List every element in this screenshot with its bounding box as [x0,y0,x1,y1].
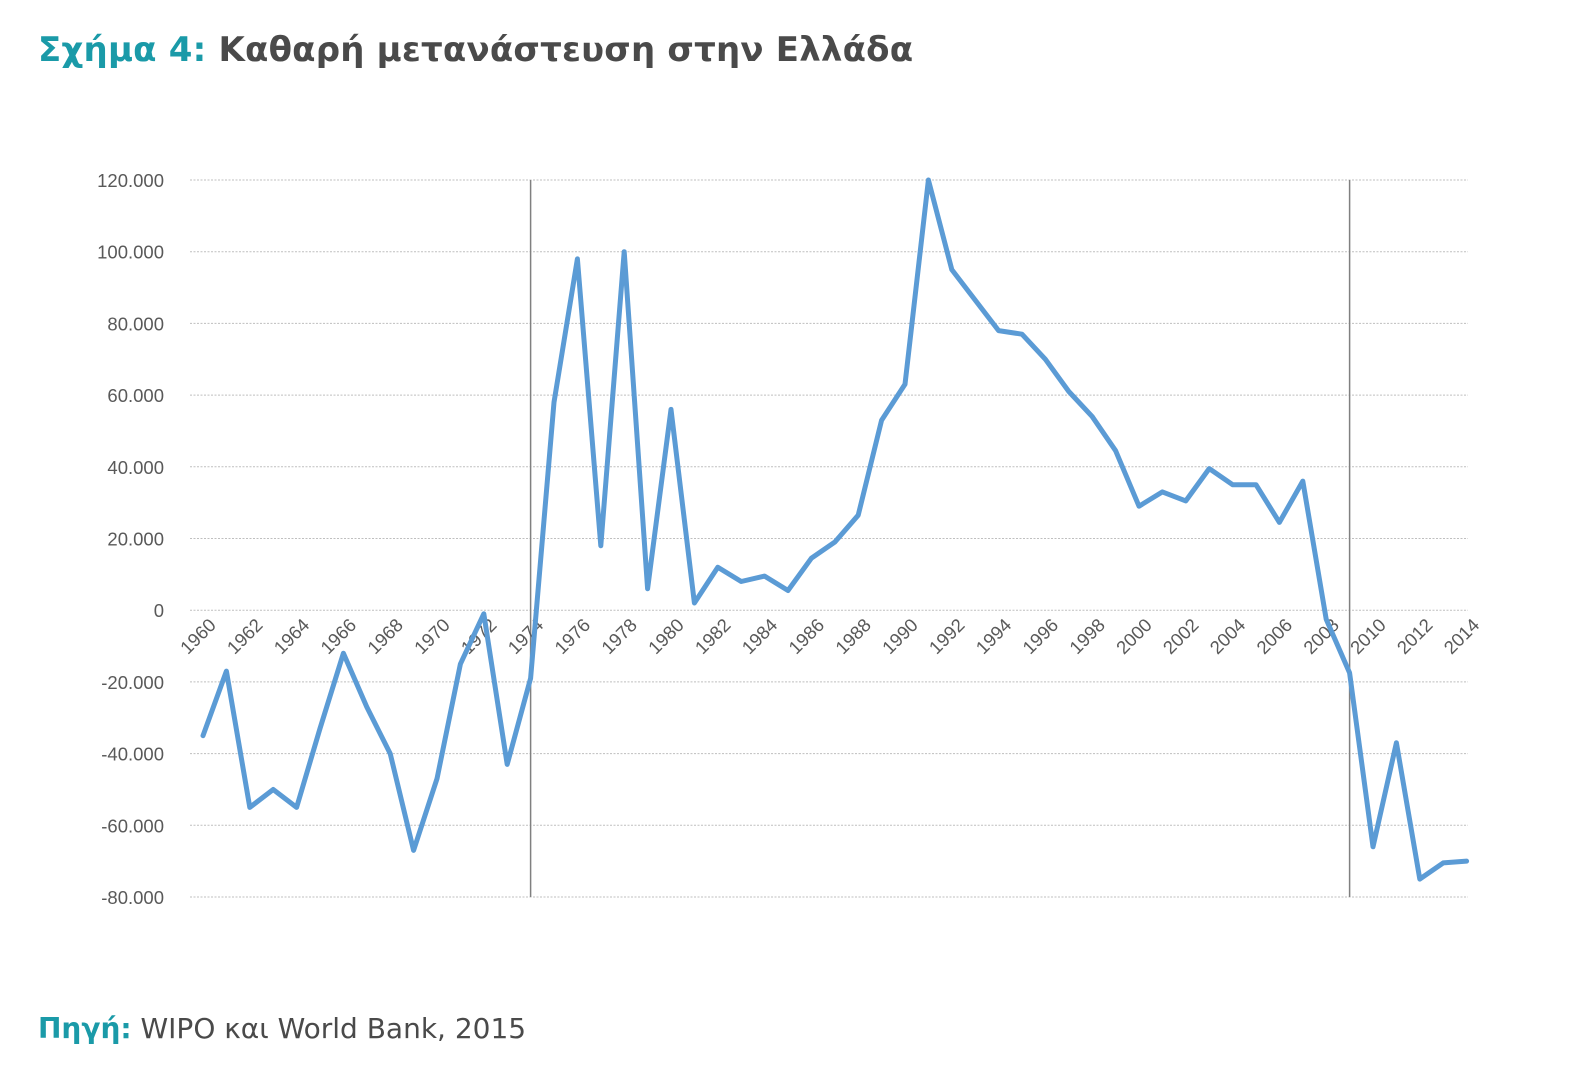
x-tick-label: 2008 [1299,614,1343,658]
x-tick-label: 1968 [363,614,407,658]
x-tick-label: 1982 [691,614,735,658]
y-tick-label: -20.000 [101,672,164,693]
x-tick-label: 1970 [410,614,454,658]
x-tick-label: 2006 [1252,614,1296,658]
y-tick-label: 120.000 [97,170,164,191]
y-tick-label: 80.000 [107,313,164,334]
figure-title: Σχήμα 4: Καθαρή μετανάστευση στην Ελλάδα [38,30,913,70]
x-tick-label: 1960 [176,614,220,658]
y-tick-label: 60.000 [107,385,164,406]
x-tick-label: 2014 [1439,614,1483,658]
x-tick-label: 1974 [503,614,547,658]
y-tick-label: -60.000 [101,815,164,836]
x-tick-label: 1966 [316,614,360,658]
x-tick-label: 2010 [1346,614,1390,658]
x-tick-label: 1976 [550,614,594,658]
x-tick-label: 1978 [597,614,641,658]
x-tick-label: 2004 [1205,614,1249,658]
x-tick-label: 1986 [784,614,828,658]
x-tick-label: 1994 [971,614,1015,658]
x-tick-label: 2012 [1393,614,1437,658]
y-tick-label: 40.000 [107,457,164,478]
x-tick-label: 1992 [925,614,969,658]
x-tick-label: 1984 [737,614,781,658]
x-tick-label: 1980 [644,614,688,658]
y-tick-label: 100.000 [97,242,164,263]
y-tick-label: 0 [154,600,164,621]
x-tick-label: 1990 [878,614,922,658]
source-note: Πηγή: WIPO και World Bank, 2015 [38,1012,526,1045]
y-tick-label: 20.000 [107,529,164,550]
y-tick-label: -40.000 [101,744,164,765]
figure-number: Σχήμα 4: [38,30,207,70]
x-tick-label: 1998 [1065,614,1109,658]
x-tick-label: 1996 [1018,614,1062,658]
y-tick-label: -80.000 [101,887,164,908]
source-label: Πηγή: [38,1012,132,1045]
x-tick-label: 2000 [1112,614,1156,658]
line-chart: 120.000 100.000 80.000 60.000 40.000 20.000 0 -… [97,170,1483,908]
x-tick-label: 1962 [223,614,267,658]
source-text: WIPO και World Bank, 2015 [140,1012,527,1045]
figure-title-text: Καθαρή μετανάστευση στην Ελλάδα [218,30,914,70]
net-migration-line [200,177,1470,882]
x-tick-label: 1988 [831,614,875,658]
x-tick-label: 1964 [269,614,313,658]
x-tick-label: 2002 [1159,614,1203,658]
